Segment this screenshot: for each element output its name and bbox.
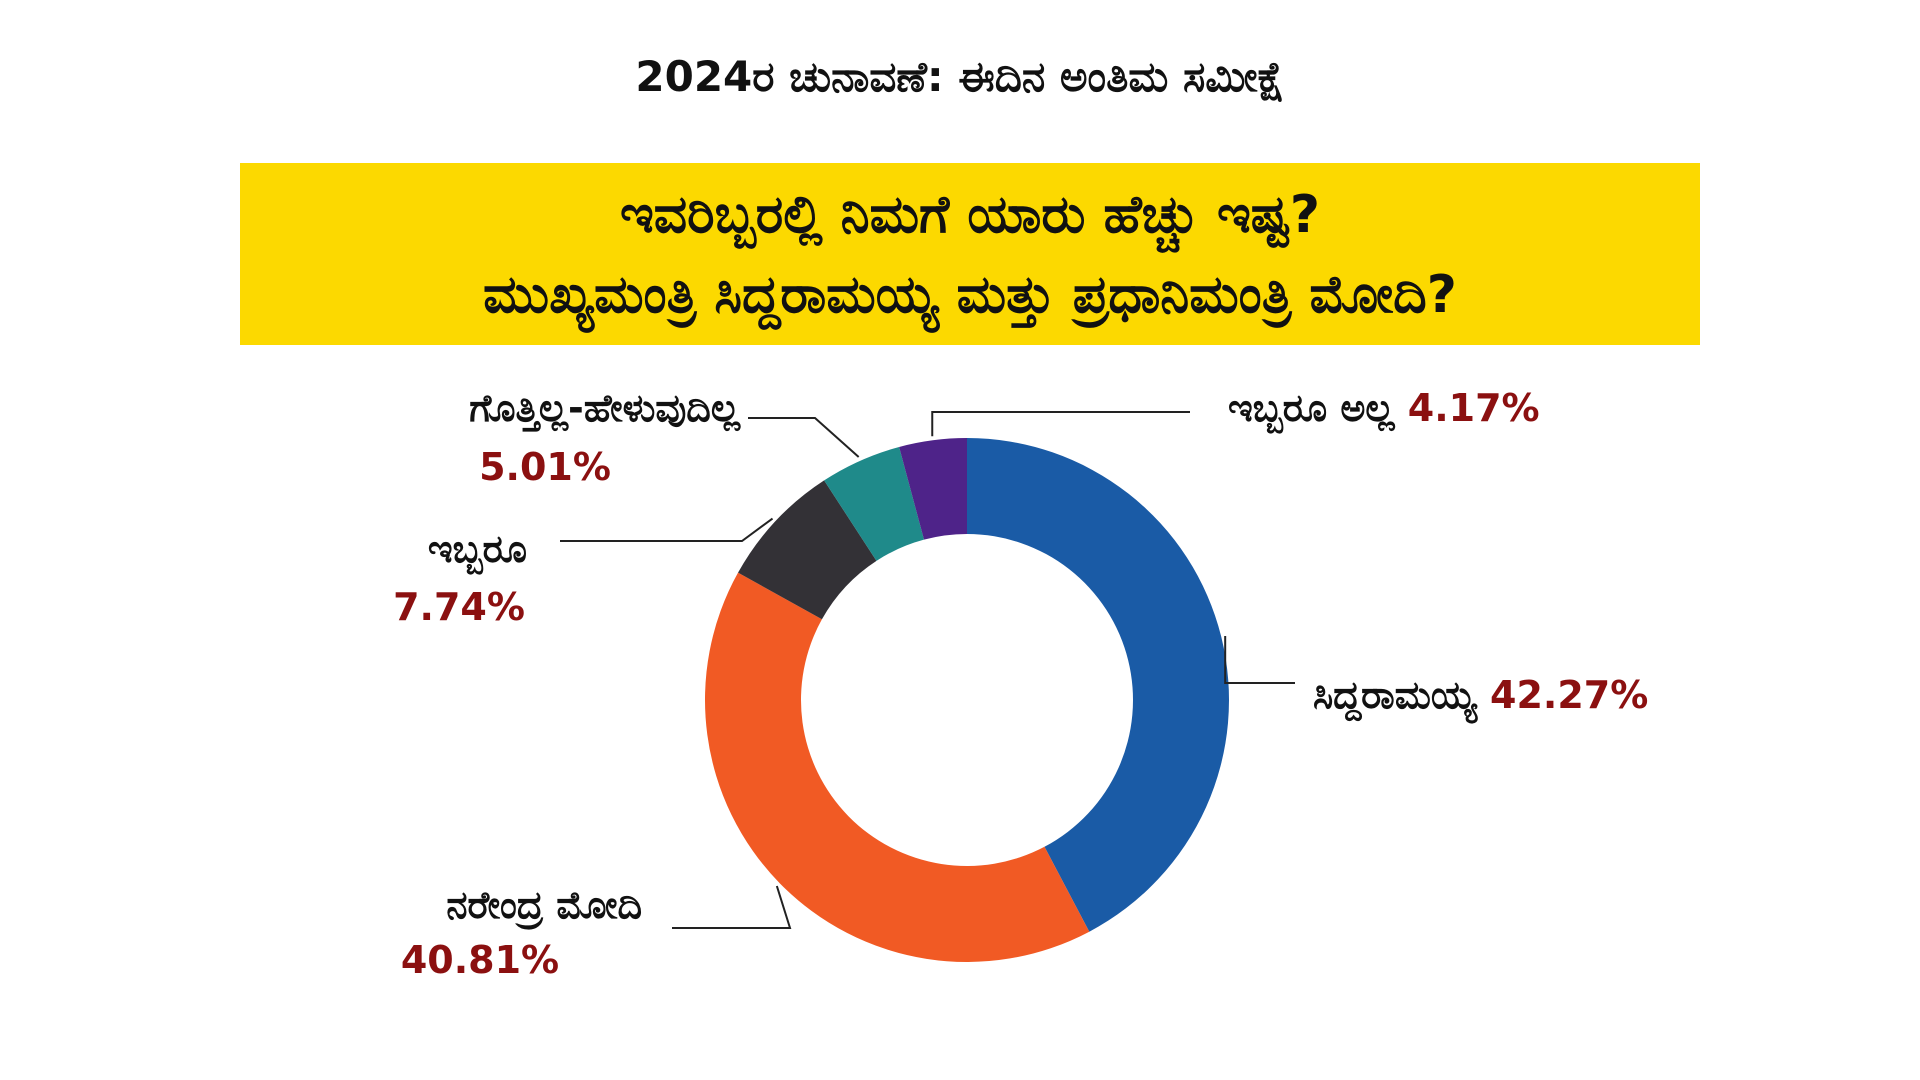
slice-0 bbox=[967, 438, 1230, 932]
slice-label-2: ಇಬ್ಬರೂ bbox=[428, 527, 527, 574]
question-line-2: ಮುಖ್ಯಮಂತ್ರಿ ಸಿದ್ದರಾಮಯ್ಯ ಮತ್ತು ಪ್ರಧಾನಿಮಂತ… bbox=[483, 265, 1457, 325]
slice-value-2: 7.74% bbox=[393, 585, 525, 629]
headline: 2024ರ ಚುನಾವಣೆ: ಈದಿನ ಅಂತಿಮ ಸಮೀಕ್ಷೆ bbox=[635, 52, 1285, 101]
slice-2 bbox=[738, 480, 877, 620]
slice-label-3: ಗೊತ್ತಿಲ್ಲ-ಹೇಳುವುದಿಲ್ಲ bbox=[469, 386, 741, 432]
slice-value-0: 42.27% bbox=[1490, 673, 1648, 717]
slice-label-0: ಸಿದ್ದರಾಮಯ್ಯ 42.27% bbox=[1313, 673, 1648, 723]
slice-name-4: ಇಬ್ಬರೂ ಅಲ್ಲ bbox=[1228, 386, 1408, 433]
question-line-1: ಇವರಿಬ್ಬರಲ್ಲಿ ನಿಮಗೆ ಯಾರು ಹೆಚ್ಚು ಇಷ್ಟ? bbox=[619, 185, 1321, 245]
leader-line-4 bbox=[931, 411, 1190, 437]
leader-line-0 bbox=[1224, 636, 1295, 684]
slice-name-0: ಸಿದ್ದರಾಮಯ್ಯ bbox=[1313, 673, 1490, 723]
slice-value-4: 4.17% bbox=[1408, 386, 1540, 430]
slice-4 bbox=[899, 438, 967, 540]
slice-value-3: 5.01% bbox=[479, 445, 611, 489]
slice-1 bbox=[704, 572, 1090, 962]
question-banner: ಇವರಿಬ್ಬರಲ್ಲಿ ನಿಮಗೆ ಯಾರು ಹೆಚ್ಚು ಇಷ್ಟ? ಮುಖ… bbox=[240, 163, 1700, 345]
slice-label-1: ನರೇಂದ್ರ ಮೋದಿ bbox=[446, 883, 642, 930]
leader-line-2 bbox=[560, 517, 774, 542]
slice-label-4: ಇಬ್ಬರೂ ಅಲ್ಲ 4.17% bbox=[1228, 386, 1540, 433]
slice-value-1: 40.81% bbox=[401, 938, 559, 982]
leader-line-1 bbox=[672, 885, 792, 929]
slice-3 bbox=[824, 446, 925, 561]
leader-line-3 bbox=[748, 417, 860, 458]
